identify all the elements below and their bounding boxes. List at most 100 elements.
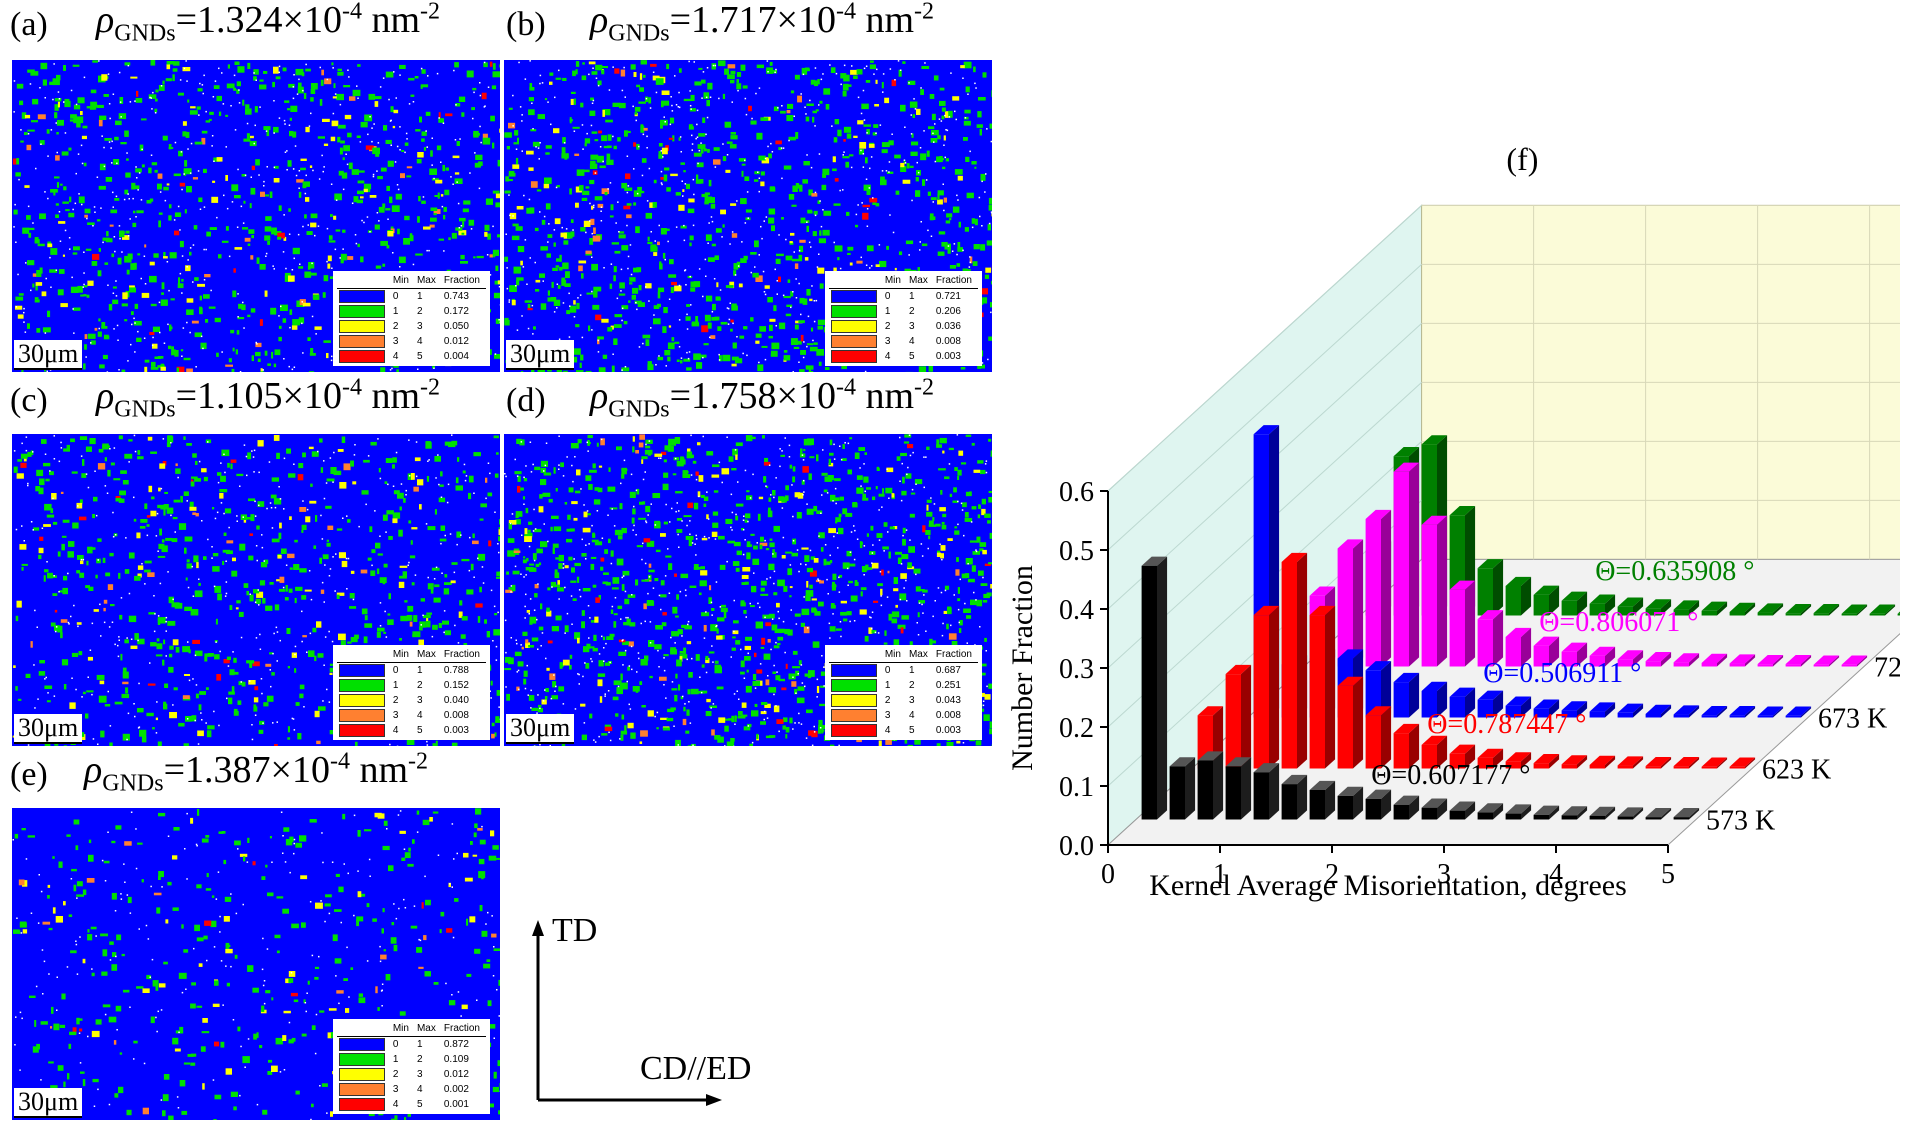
bar: [1645, 766, 1661, 769]
bar: [1785, 715, 1801, 718]
legend-swatch: [830, 290, 877, 303]
bar: [1337, 548, 1353, 667]
kam-map-a: 30μm Min Max Fraction 0 1 0.743 1 2 0.172 2 3 0.050…: [12, 60, 500, 372]
bar-side: [1437, 735, 1448, 769]
td-label: TD: [552, 912, 598, 949]
bar-top: [1645, 652, 1672, 662]
bar: [1421, 744, 1437, 769]
kam-legend: Min Max Fraction 0 1 0.743 1 2 0.172 2 3 0.050 3 4 0.0…: [332, 271, 490, 366]
bar: [1645, 713, 1661, 718]
x-tick-label: 2: [1325, 859, 1339, 890]
bar: [1673, 714, 1689, 718]
kam-map-b: 30μm Min Max Fraction 0 1 0.721 1 2 0.206 2 3 0.036…: [504, 60, 992, 372]
bar-top: [1813, 655, 1840, 665]
gnd-density-label: ρGNDs=1.387×10-4 nm-2: [84, 748, 429, 797]
bar: [1701, 766, 1717, 769]
bar-top: [1505, 576, 1532, 586]
series-label: 673 K: [1818, 704, 1887, 735]
legend-row: 3 4 0.012: [337, 334, 486, 349]
bar-side: [1437, 798, 1448, 820]
bar: [1617, 712, 1633, 718]
bar: [1561, 764, 1577, 769]
bar: [1505, 586, 1521, 616]
legend-swatch: [338, 1098, 385, 1111]
bar-top: [1337, 649, 1364, 659]
bar: [1897, 613, 1913, 616]
bar: [1729, 715, 1745, 718]
bar: [1505, 761, 1521, 769]
bar-side: [1633, 756, 1644, 769]
legend-row: 0 1 0.872: [337, 1037, 486, 1053]
bar: [1841, 613, 1857, 616]
bar: [1365, 519, 1381, 667]
scale-bar: 30μm: [506, 714, 575, 744]
bar-top: [1197, 706, 1224, 716]
bar-top: [1337, 676, 1364, 686]
bar: [1645, 661, 1661, 667]
legend-row: 2 3 0.050: [337, 319, 486, 334]
bar: [1309, 615, 1325, 769]
bar-side: [1717, 757, 1728, 769]
bar-top: [1309, 780, 1336, 790]
bar-top: [1617, 756, 1644, 766]
bar-top: [1225, 664, 1252, 675]
bar-side: [1437, 681, 1448, 718]
x-axis-label: Kernel Average Misorientation, degrees: [1149, 869, 1627, 902]
bar-top: [1449, 687, 1476, 697]
bar: [1421, 807, 1437, 820]
direction-arrows: [532, 920, 722, 1106]
bar-top: [1505, 804, 1532, 814]
panel-label: (a): [10, 6, 48, 43]
legend-row: 4 5 0.001: [337, 1097, 486, 1112]
bar: [1477, 619, 1493, 667]
bar-top: [1505, 696, 1532, 706]
bar: [1449, 589, 1465, 667]
bar-top: [1673, 807, 1700, 818]
bar-side: [1493, 690, 1504, 718]
bar-top: [1673, 705, 1700, 715]
bar-top: [1477, 610, 1504, 620]
legend-row: 0 1 0.788: [337, 663, 486, 679]
series-label: 573 K: [1706, 806, 1775, 837]
bar: [1365, 715, 1381, 769]
kam-legend: Min Max Fraction 0 1 0.687 1 2 0.251 2 3 0.043 3 4 0.0…: [824, 645, 982, 740]
bar-side: [1661, 599, 1672, 616]
bar-side: [1689, 705, 1700, 718]
bar: [1197, 760, 1213, 820]
bar: [1421, 524, 1437, 667]
x-tick-label: 1: [1213, 859, 1227, 890]
bar: [1449, 753, 1465, 769]
bar-top: [1561, 755, 1588, 765]
bar: [1589, 815, 1605, 820]
bar-side: [1801, 654, 1812, 667]
bar: [1533, 594, 1549, 616]
bar: [1617, 765, 1633, 769]
bar: [1701, 715, 1717, 718]
bar: [1757, 664, 1773, 667]
gnd-density-label: ρGNDs=1.324×10-4 nm-2: [96, 0, 441, 47]
bar: [1533, 645, 1549, 667]
bar: [1561, 600, 1577, 616]
bar-side: [1745, 757, 1756, 769]
bar-side: [1605, 646, 1616, 667]
legend-row: 2 3 0.012: [337, 1067, 486, 1082]
bar: [1785, 613, 1801, 616]
y-tick-label: 0.6: [1059, 477, 1094, 508]
bar: [1337, 795, 1353, 820]
bar: [1533, 708, 1549, 718]
bar-top: [1701, 653, 1728, 663]
bar-top: [1617, 807, 1644, 817]
legend-swatch: [338, 1038, 385, 1051]
bar-side: [1689, 653, 1700, 667]
bar: [1505, 705, 1521, 718]
bar-side: [1661, 807, 1672, 820]
bar-top: [1561, 591, 1588, 601]
bar-top: [1393, 462, 1420, 472]
bar: [1281, 784, 1297, 820]
theta-annotation: Θ=0.607177 °: [1371, 760, 1530, 791]
bar-side: [1717, 601, 1728, 616]
legend-row: 4 5 0.003: [829, 723, 978, 738]
bar: [1393, 804, 1409, 820]
theta-annotation: Θ=0.635908 °: [1595, 556, 1754, 587]
legend-swatch: [830, 335, 877, 348]
